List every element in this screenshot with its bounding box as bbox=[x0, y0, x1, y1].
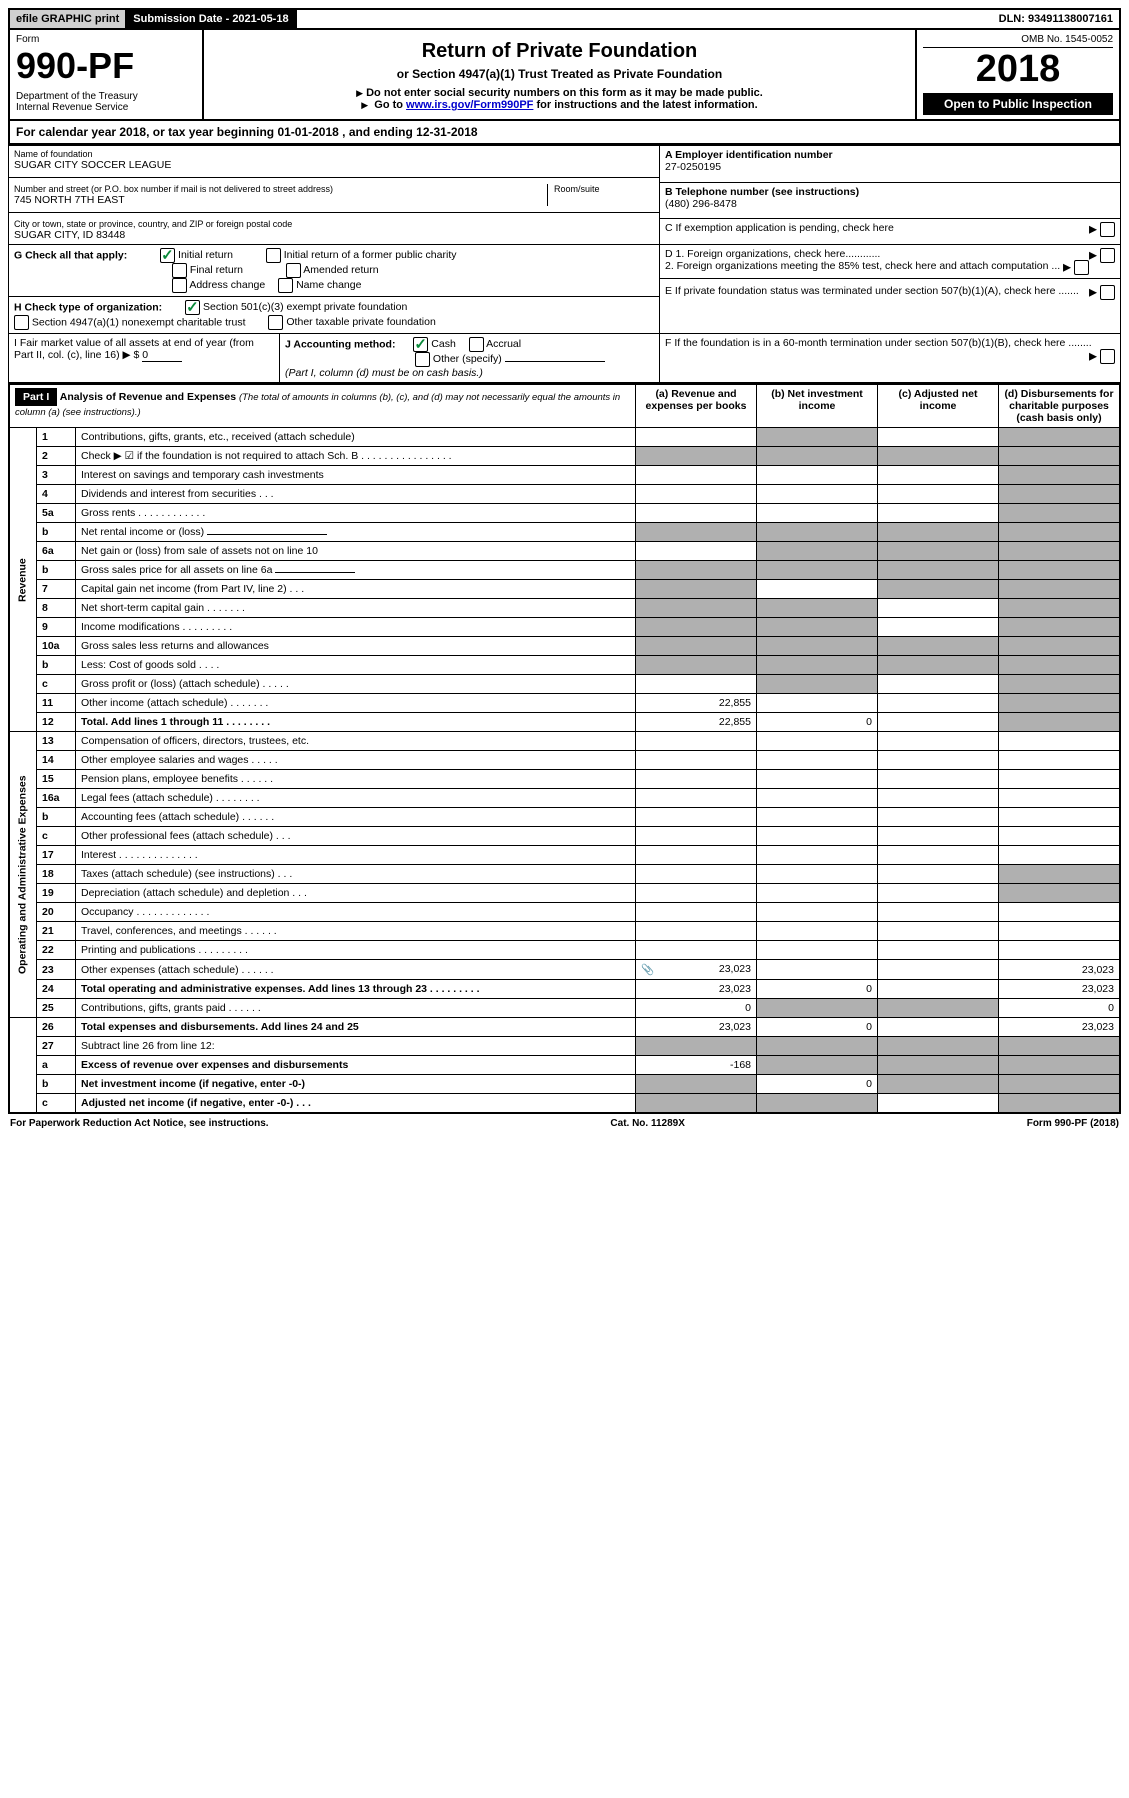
identity-table: Name of foundation SUGAR CITY SOCCER LEA… bbox=[8, 145, 1121, 383]
f-checkbox[interactable] bbox=[1100, 349, 1115, 364]
calendar-year: For calendar year 2018, or tax year begi… bbox=[8, 121, 1121, 145]
col-b: (b) Net investment income bbox=[757, 384, 878, 428]
open-public: Open to Public Inspection bbox=[923, 93, 1113, 115]
form-label: Form bbox=[16, 34, 196, 45]
part1-label: Part I bbox=[15, 388, 57, 406]
paperwork-notice: For Paperwork Reduction Act Notice, see … bbox=[10, 1118, 269, 1129]
f-label: F If the foundation is in a 60-month ter… bbox=[665, 337, 1092, 349]
d1-checkbox[interactable] bbox=[1100, 248, 1115, 263]
j-note: (Part I, column (d) must be on cash basi… bbox=[285, 367, 483, 379]
revenue-label: Revenue bbox=[9, 428, 37, 732]
initial-return-checkbox[interactable] bbox=[160, 248, 175, 263]
amended-checkbox[interactable] bbox=[286, 263, 301, 278]
form-subtitle: or Section 4947(a)(1) Trust Treated as P… bbox=[210, 67, 909, 81]
analysis-table: Part I Analysis of Revenue and Expenses … bbox=[8, 383, 1121, 1114]
col-c: (c) Adjusted net income bbox=[878, 384, 999, 428]
name-label: Name of foundation bbox=[14, 149, 654, 159]
name-change-checkbox[interactable] bbox=[278, 278, 293, 293]
col-d: (d) Disbursements for charitable purpose… bbox=[999, 384, 1121, 428]
j-other-checkbox[interactable] bbox=[415, 352, 430, 367]
h-4947-checkbox[interactable] bbox=[14, 315, 29, 330]
col-a: (a) Revenue and expenses per books bbox=[636, 384, 757, 428]
ein-label: A Employer identification number bbox=[665, 149, 833, 161]
address: 745 NORTH 7TH EAST bbox=[14, 194, 547, 206]
h-501c3-checkbox[interactable] bbox=[185, 300, 200, 315]
attachment-icon[interactable]: 📎 bbox=[641, 963, 654, 976]
telephone: (480) 296-8478 bbox=[665, 198, 737, 210]
efile-label[interactable]: efile GRAPHIC print bbox=[10, 10, 127, 28]
ein: 27-0250195 bbox=[665, 161, 721, 173]
tel-label: B Telephone number (see instructions) bbox=[665, 186, 859, 198]
addr-change-checkbox[interactable] bbox=[172, 278, 187, 293]
final-return-checkbox[interactable] bbox=[172, 263, 187, 278]
submission-date: Submission Date - 2021-05-18 bbox=[127, 10, 296, 28]
d1-label: D 1. Foreign organizations, check here..… bbox=[665, 248, 880, 260]
form-footer: Form 990-PF (2018) bbox=[1027, 1118, 1119, 1129]
form-number: 990-PF bbox=[16, 45, 196, 87]
cat-no: Cat. No. 11289X bbox=[610, 1118, 684, 1129]
form-title: Return of Private Foundation bbox=[210, 40, 909, 63]
j-label: J Accounting method: bbox=[285, 338, 395, 350]
note-link: Go to www.irs.gov/Form990PF for instruct… bbox=[210, 99, 909, 111]
g-label: G Check all that apply: bbox=[14, 249, 127, 261]
addr-label: Number and street (or P.O. box number if… bbox=[14, 184, 547, 194]
dln: DLN: 93491138007161 bbox=[993, 10, 1119, 28]
j-accrual-checkbox[interactable] bbox=[469, 337, 484, 352]
omb: OMB No. 1545-0052 bbox=[923, 34, 1113, 48]
c-checkbox[interactable] bbox=[1100, 222, 1115, 237]
form-header: Form 990-PF Department of the Treasury I… bbox=[8, 30, 1121, 121]
c-label: C If exemption application is pending, c… bbox=[665, 222, 894, 234]
e-label: E If private foundation status was termi… bbox=[665, 285, 1079, 297]
dept: Department of the Treasury Internal Reve… bbox=[16, 91, 196, 113]
d2-checkbox[interactable] bbox=[1074, 260, 1089, 275]
i-val: 0 bbox=[142, 349, 182, 362]
footer: For Paperwork Reduction Act Notice, see … bbox=[8, 1114, 1121, 1133]
tax-year: 2018 bbox=[923, 48, 1113, 91]
foundation-name: SUGAR CITY SOCCER LEAGUE bbox=[14, 159, 654, 171]
h-other-checkbox[interactable] bbox=[268, 315, 283, 330]
i-label: I Fair market value of all assets at end… bbox=[14, 337, 254, 361]
d2-label: 2. Foreign organizations meeting the 85%… bbox=[665, 260, 1060, 272]
j-cash-checkbox[interactable] bbox=[413, 337, 428, 352]
top-bar: efile GRAPHIC print Submission Date - 20… bbox=[8, 8, 1121, 30]
irs-link[interactable]: www.irs.gov/Form990PF bbox=[406, 99, 533, 111]
initial-former-checkbox[interactable] bbox=[266, 248, 281, 263]
expenses-label: Operating and Administrative Expenses bbox=[9, 732, 37, 1018]
city: SUGAR CITY, ID 83448 bbox=[14, 229, 654, 241]
e-checkbox[interactable] bbox=[1100, 285, 1115, 300]
note-ssn: Do not enter social security numbers on … bbox=[210, 87, 909, 99]
room-label: Room/suite bbox=[554, 184, 654, 194]
city-label: City or town, state or province, country… bbox=[14, 219, 654, 229]
h-label: H Check type of organization: bbox=[14, 301, 162, 313]
